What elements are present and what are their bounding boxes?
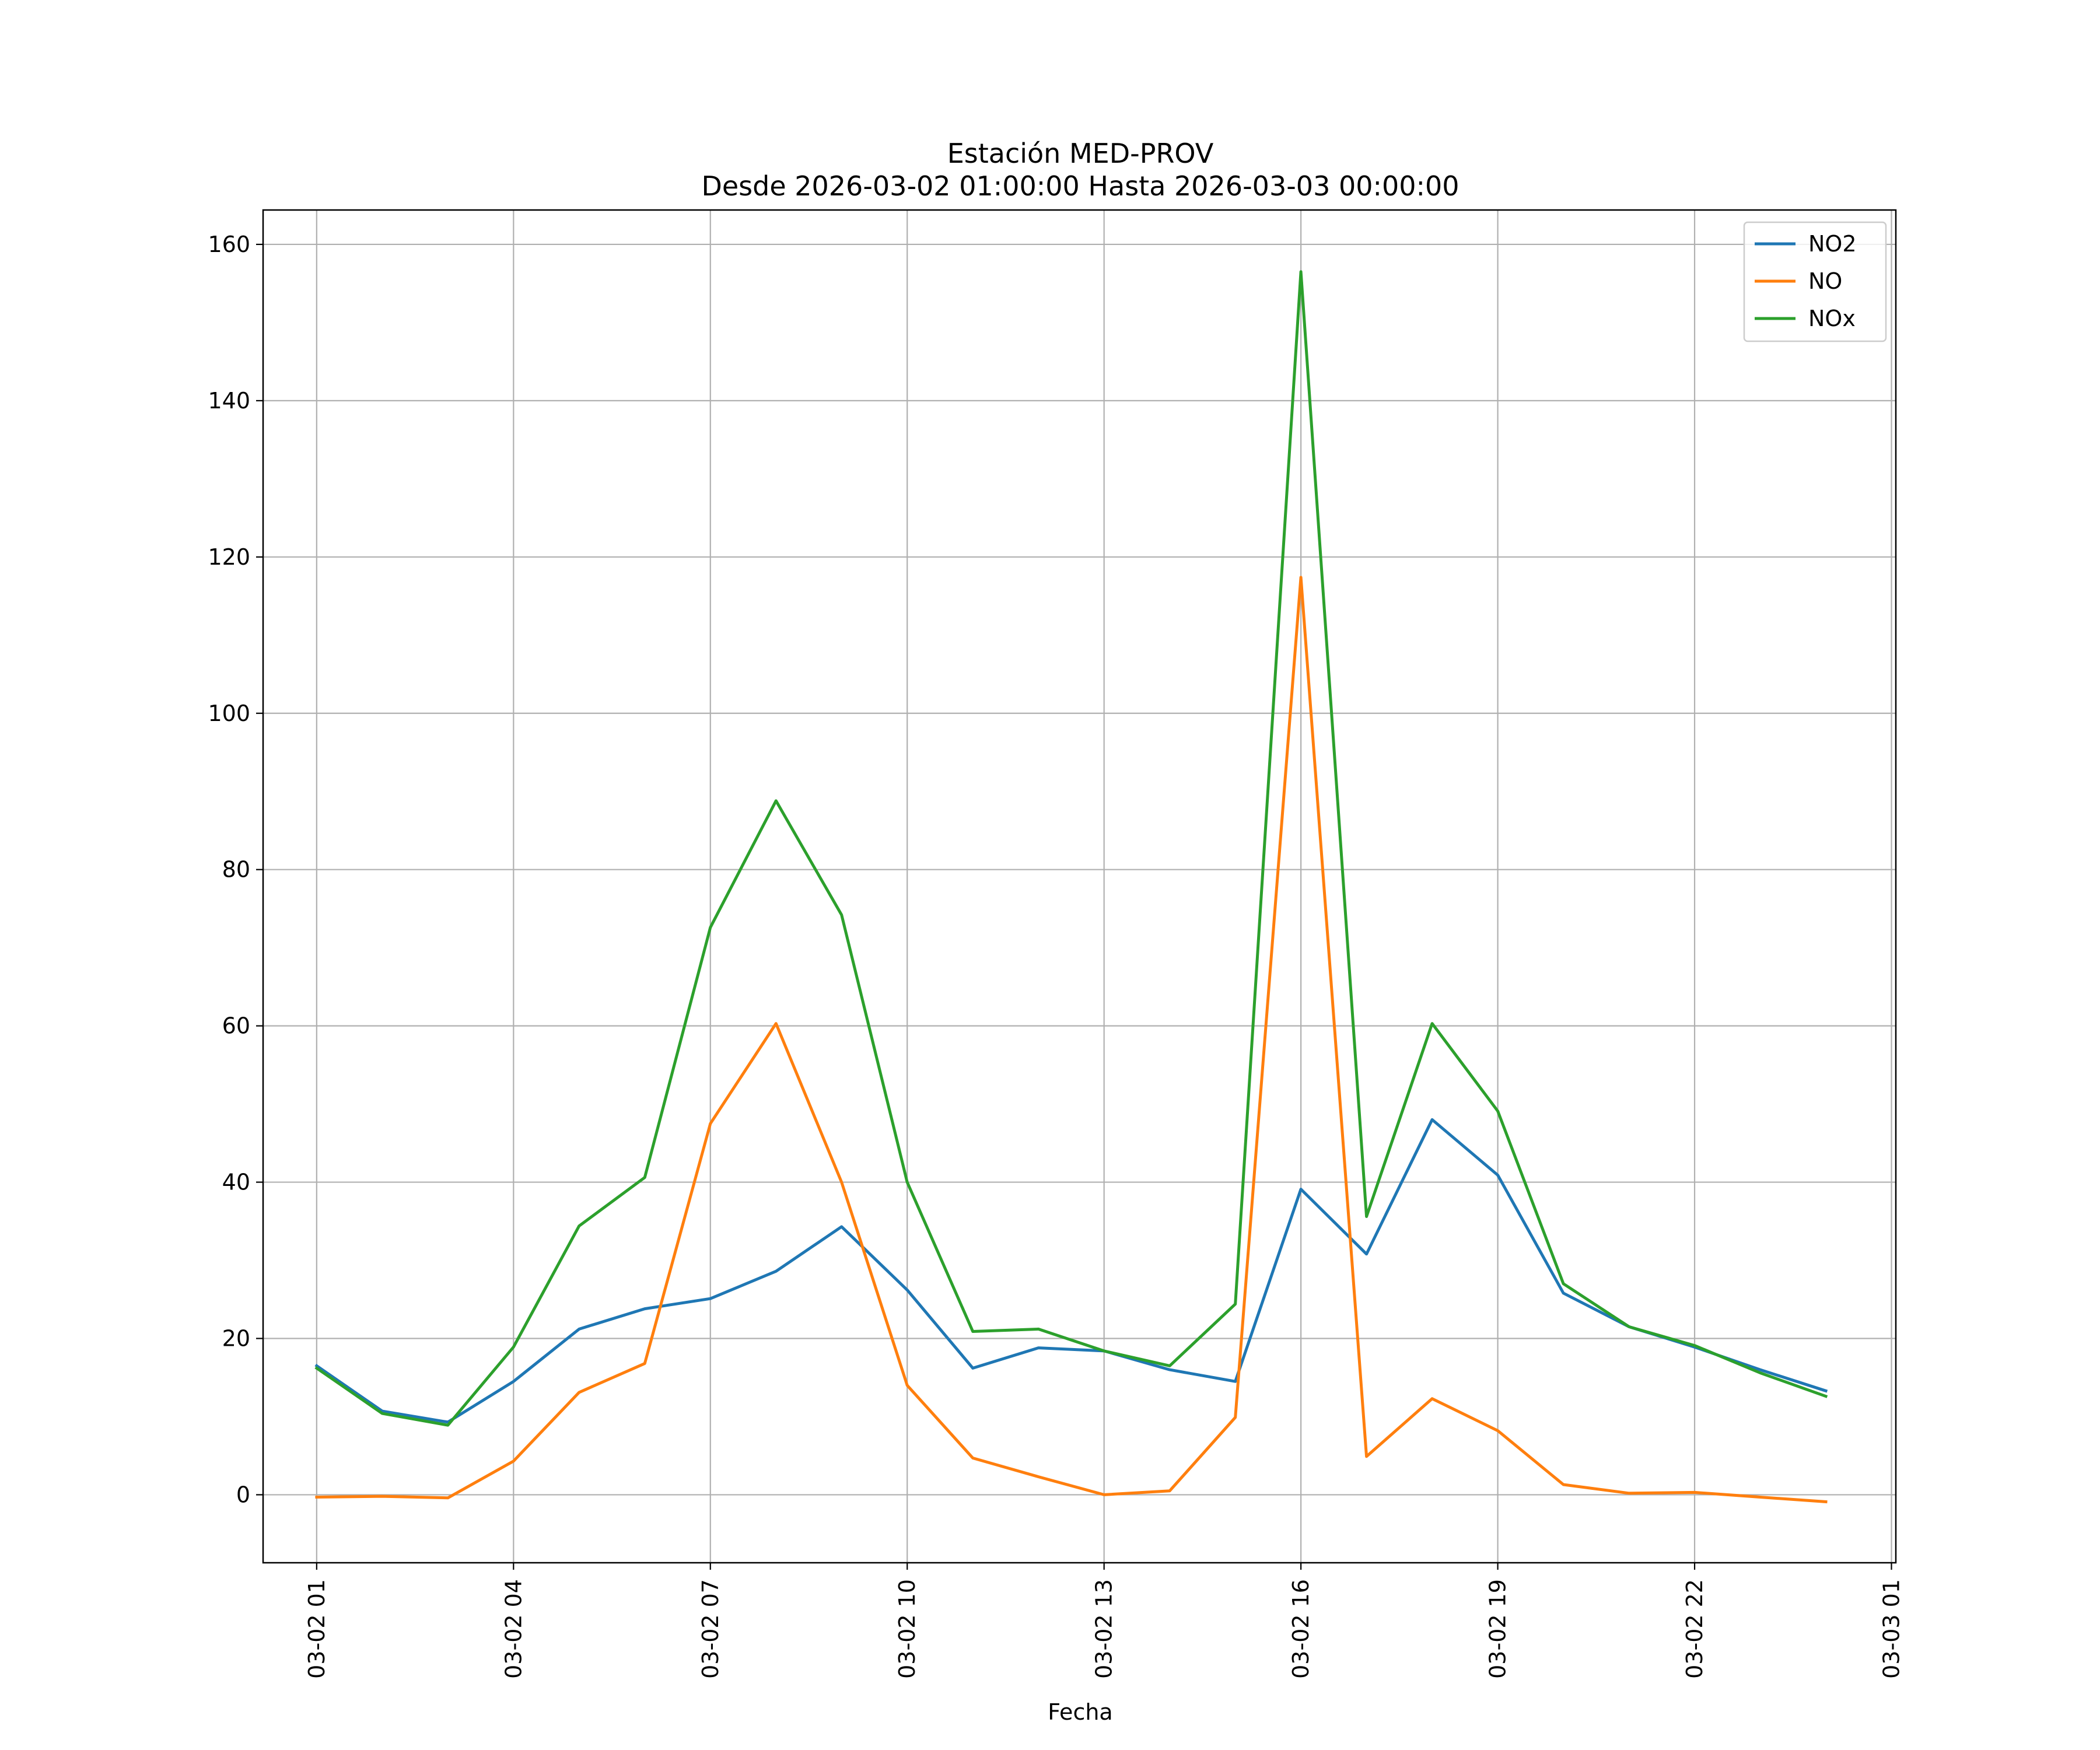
y-tick-label: 40 <box>222 1170 250 1195</box>
y-tick-label: 160 <box>208 232 250 257</box>
x-axis: 03-02 01 03-02 04 03-02 07 03-02 10 03-02 13… <box>304 1563 1905 1679</box>
series-line-no2 <box>314 1118 1828 1424</box>
y-tick-label: 60 <box>222 1013 250 1039</box>
chart-subtitle: Desde 2026-03-02 01:00:00 Hasta 2026-03-… <box>701 170 1459 202</box>
chart-title: Estación MED-PROV <box>947 138 1214 169</box>
y-tick-label: 140 <box>208 388 250 414</box>
y-tick-label: 0 <box>236 1482 250 1507</box>
plot-frame <box>262 209 1897 1564</box>
x-tick-label: 03-02 01 <box>304 1579 330 1679</box>
y-tick-label: 80 <box>222 857 250 883</box>
x-tick-label: 03-03 01 <box>1879 1579 1905 1679</box>
x-tick-label: 03-02 10 <box>894 1579 920 1679</box>
legend-box <box>1743 221 1887 342</box>
x-tick-label: 03-02 13 <box>1091 1579 1117 1679</box>
y-axis: 0 20 40 60 80 100 120 140 160 <box>208 232 263 1507</box>
x-tick-label: 03-02 04 <box>501 1579 526 1679</box>
x-tick-label: 03-02 22 <box>1682 1579 1707 1679</box>
series-group <box>314 270 1828 1504</box>
x-tick-label: 03-02 19 <box>1485 1579 1511 1679</box>
x-axis-label: Fecha <box>1048 1699 1112 1725</box>
series-line-no <box>315 576 1828 1504</box>
y-tick-label: 20 <box>222 1326 250 1352</box>
legend-label: NO <box>1808 268 1842 294</box>
y-tick-label: 100 <box>208 701 250 726</box>
x-tick-label: 03-02 16 <box>1288 1579 1314 1679</box>
series-line-nox <box>314 270 1828 1427</box>
legend-label: NOx <box>1808 306 1856 331</box>
legend: NO2 NO NOx <box>1743 221 1887 342</box>
grid <box>263 210 1896 1563</box>
y-tick-label: 120 <box>208 544 250 570</box>
legend-label: NO2 <box>1808 231 1857 257</box>
x-tick-label: 03-02 07 <box>698 1579 723 1679</box>
